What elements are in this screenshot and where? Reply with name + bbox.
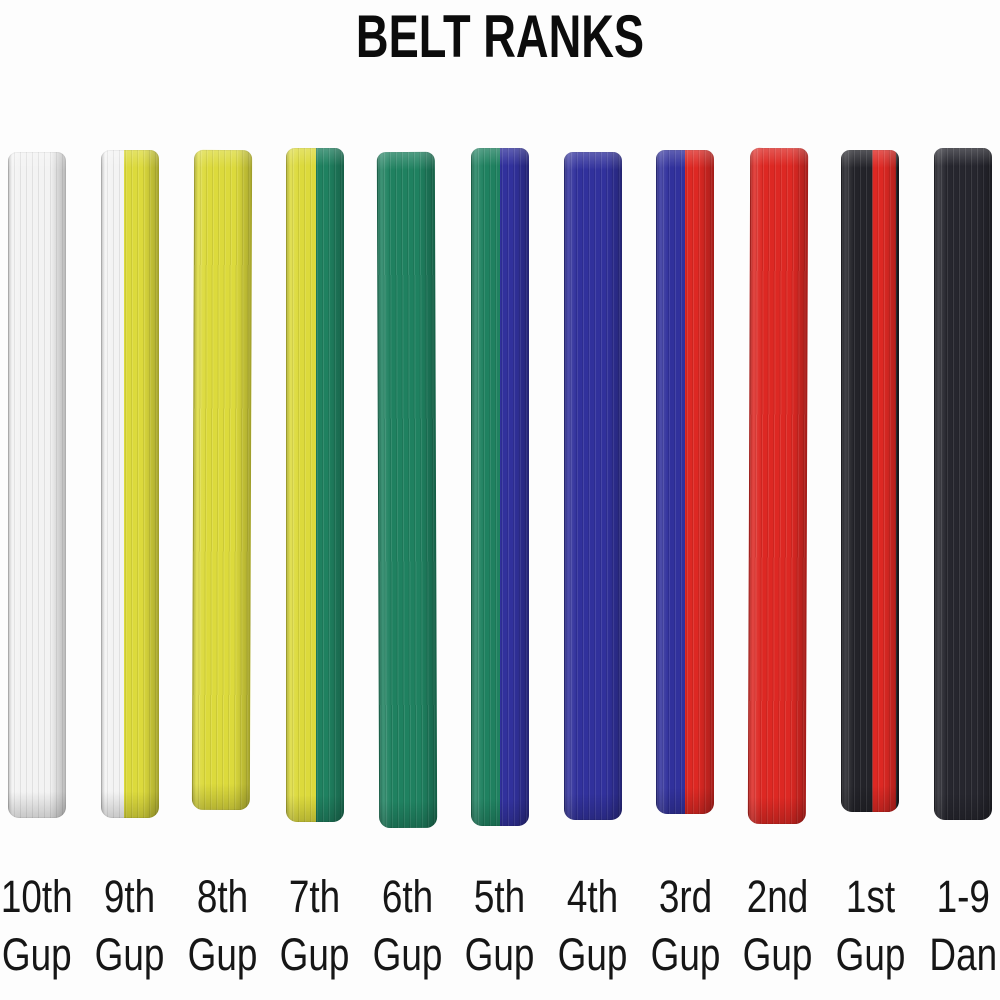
belt-column bbox=[285, 148, 344, 822]
belt-column bbox=[377, 148, 438, 829]
label-line1: 8th bbox=[196, 871, 248, 922]
belt-column bbox=[563, 148, 622, 820]
belt-label-1st-gup: 1st Gup bbox=[835, 868, 905, 983]
label-line1: 9th bbox=[103, 871, 156, 922]
label-line1: 10th bbox=[1, 871, 73, 922]
belt-white-yellow bbox=[100, 150, 159, 818]
belt-column bbox=[841, 148, 900, 812]
belt-black bbox=[933, 148, 992, 820]
belt-green-blue bbox=[470, 148, 529, 826]
label-line2: Gup bbox=[650, 928, 721, 980]
belt-label-6th-gup: 6th Gup bbox=[372, 868, 442, 983]
belt-label-10th-gup: 10th Gup bbox=[1, 868, 73, 983]
label-line2: Gup bbox=[835, 928, 906, 980]
label-column: 3rd Gup bbox=[650, 868, 720, 983]
label-line1: 1-9 bbox=[936, 871, 990, 922]
label-line2: Gup bbox=[94, 928, 165, 980]
label-line2: Dan bbox=[929, 928, 997, 980]
label-line1: 1st bbox=[845, 871, 895, 922]
label-line2: Gup bbox=[742, 928, 813, 980]
label-line2: Gup bbox=[557, 928, 628, 980]
label-line2: Gup bbox=[372, 928, 443, 980]
label-line1: 4th bbox=[566, 871, 619, 922]
belt-label-2nd-gup: 2nd Gup bbox=[743, 868, 813, 983]
belt-column bbox=[933, 148, 992, 820]
belt-label-1-9-dan: 1-9 Dan bbox=[929, 868, 997, 983]
belt-label-9th-gup: 9th Gup bbox=[95, 868, 165, 983]
label-column: 9th Gup bbox=[95, 868, 165, 983]
label-line1: 7th bbox=[289, 871, 341, 922]
belt-label-5th-gup: 5th Gup bbox=[465, 868, 535, 983]
label-column: 1st Gup bbox=[835, 868, 905, 983]
belt-black-red bbox=[841, 150, 900, 812]
label-column: 4th Gup bbox=[558, 868, 628, 983]
belt-red bbox=[747, 147, 808, 825]
belt-white bbox=[8, 152, 66, 818]
belt-column bbox=[747, 147, 808, 825]
label-column: 6th Gup bbox=[372, 868, 442, 983]
label-column: 1-9 Dan bbox=[929, 868, 997, 983]
label-line1: 2nd bbox=[746, 871, 809, 922]
label-line2: Gup bbox=[187, 928, 258, 980]
belt-green bbox=[377, 151, 438, 829]
label-line1: 3rd bbox=[658, 871, 712, 922]
belt-column bbox=[8, 148, 66, 818]
belt-blue-red bbox=[656, 150, 715, 814]
label-column: 2nd Gup bbox=[743, 868, 813, 983]
page-title: BELT RANKS bbox=[355, 3, 645, 71]
labels-row: 10th Gup 9th Gup 8th Gup 7th Gup 6th Gup 5th G… bbox=[1, 868, 997, 983]
belt-yellow bbox=[192, 149, 253, 811]
belt-column bbox=[656, 148, 715, 814]
belt-column bbox=[470, 148, 529, 826]
belt-blue bbox=[563, 152, 622, 820]
label-column: 5th Gup bbox=[465, 868, 535, 983]
belt-label-7th-gup: 7th Gup bbox=[280, 868, 350, 983]
label-column: 10th Gup bbox=[1, 868, 73, 983]
label-line2: Gup bbox=[2, 928, 72, 980]
label-column: 7th Gup bbox=[280, 868, 350, 983]
label-line1: 6th bbox=[381, 871, 434, 922]
belt-column bbox=[100, 148, 159, 818]
belt-column bbox=[192, 148, 253, 811]
belt-label-8th-gup: 8th Gup bbox=[187, 868, 257, 983]
label-column: 8th Gup bbox=[187, 868, 257, 983]
belt-yellow-green bbox=[285, 148, 344, 822]
label-line2: Gup bbox=[279, 928, 350, 980]
label-line2: Gup bbox=[465, 928, 535, 980]
label-line1: 5th bbox=[474, 871, 526, 922]
belts-row bbox=[8, 147, 992, 838]
belt-label-3rd-gup: 3rd Gup bbox=[650, 868, 720, 983]
belt-label-4th-gup: 4th Gup bbox=[558, 868, 628, 983]
